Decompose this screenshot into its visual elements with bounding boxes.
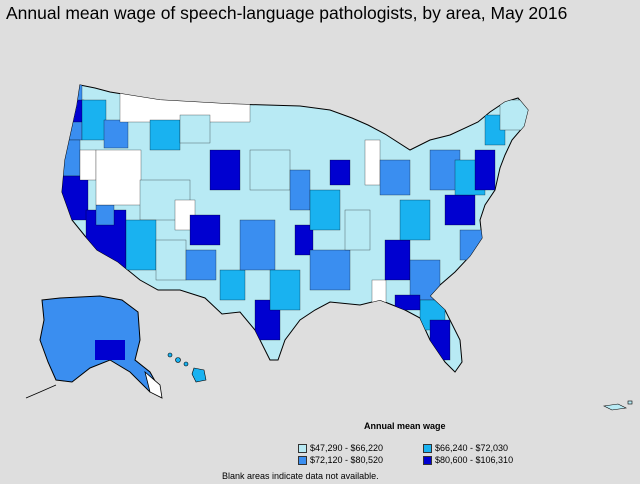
- legend-item-3: $72,120 - $80,520: [298, 455, 383, 465]
- hawaii: [167, 352, 207, 383]
- legend-swatch: [423, 455, 432, 465]
- alaska: [25, 295, 163, 399]
- legend-title: Annual mean wage: [364, 421, 446, 431]
- legend-item-4: $80,600 - $106,310: [423, 455, 513, 465]
- legend-swatch: [298, 443, 307, 453]
- map-title: Annual mean wage of speech-language path…: [6, 3, 568, 23]
- legend-item-1: $47,290 - $66,220: [298, 443, 383, 453]
- legend-label: $80,600 - $106,310: [435, 455, 514, 465]
- legend-item-2: $66,240 - $72,030: [423, 443, 508, 453]
- footnote: Blank areas indicate data not available.: [222, 471, 379, 481]
- legend-swatch: [423, 443, 432, 453]
- legend-label: $66,240 - $72,030: [435, 443, 509, 453]
- legend-label: $47,290 - $66,220: [310, 443, 384, 453]
- contiguous-us: [61, 84, 529, 373]
- legend-label: $72,120 - $80,520: [310, 455, 384, 465]
- legend-swatch: [298, 455, 307, 465]
- puerto-rico: [603, 400, 633, 411]
